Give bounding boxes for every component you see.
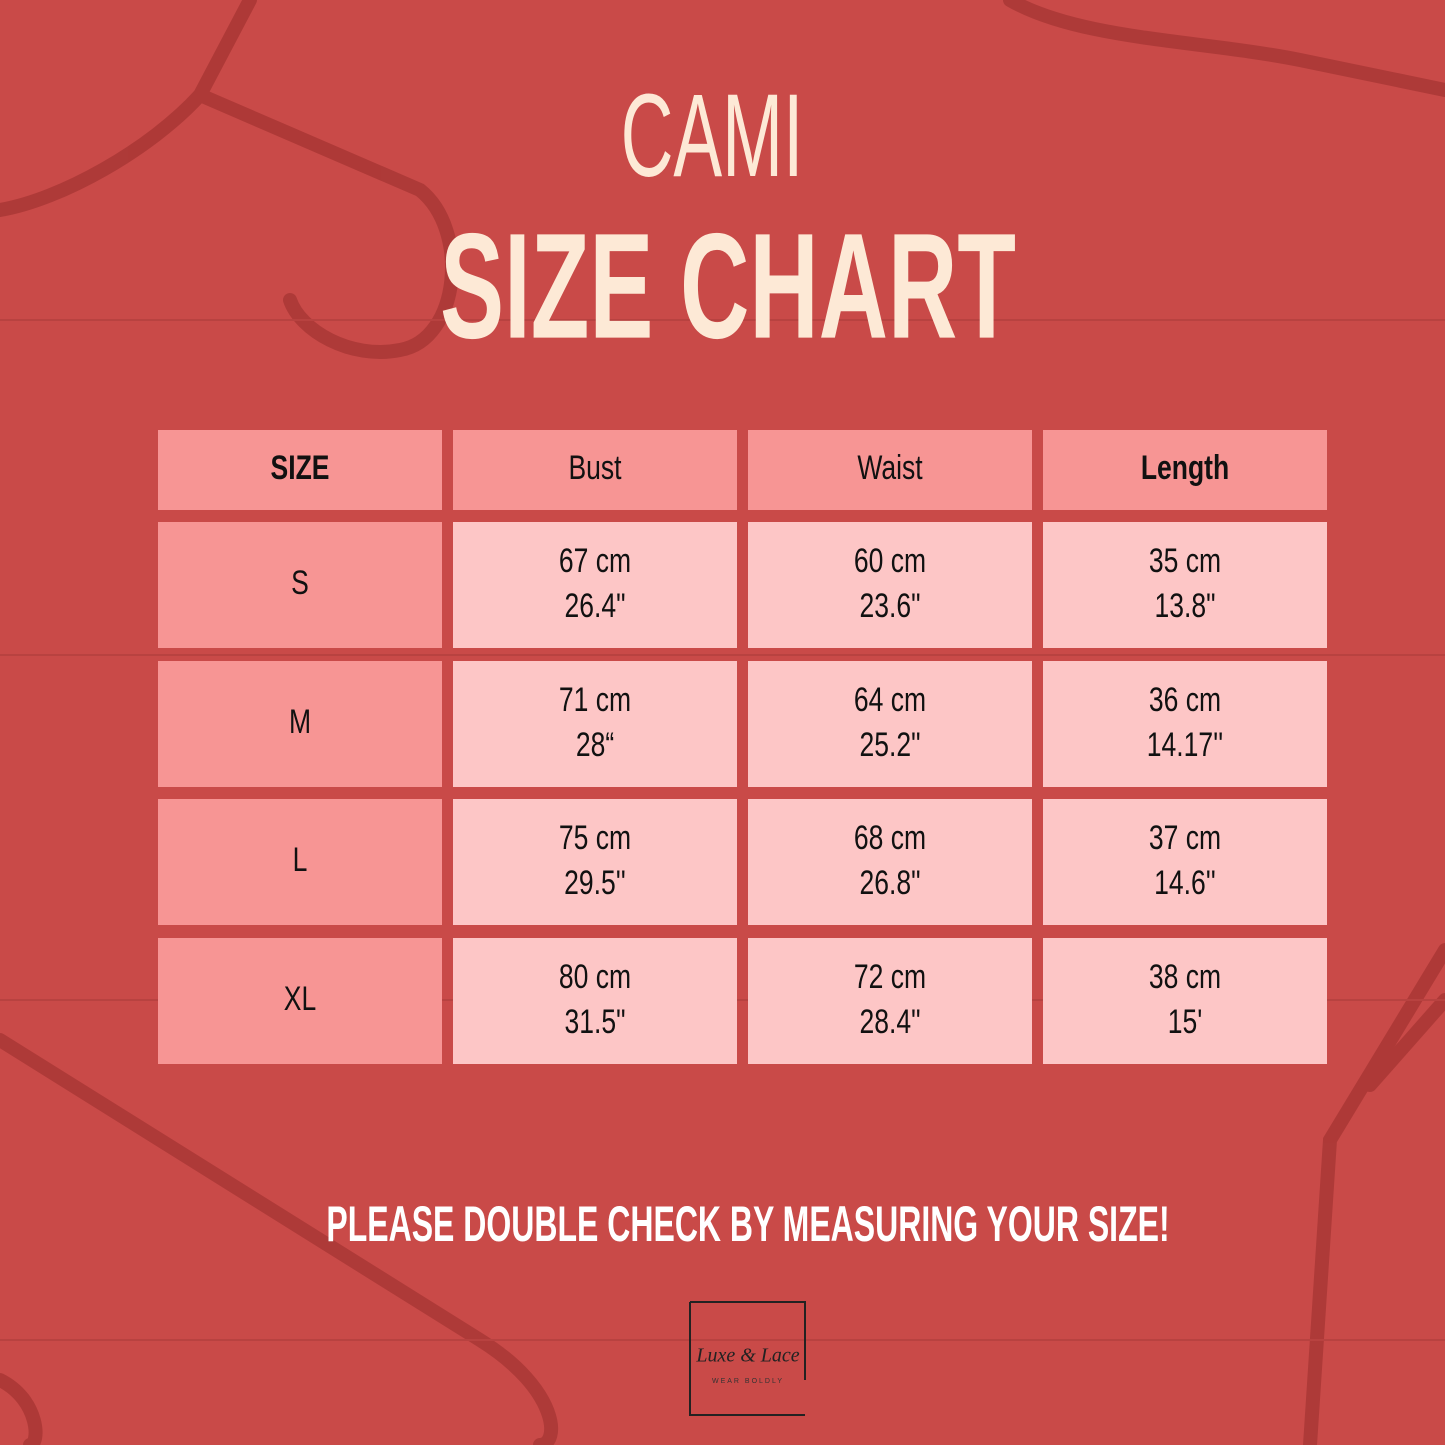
cell-imperial-wrap: 14.6'' — [1154, 864, 1216, 902]
cell-metric-wrap: 64 cm — [854, 681, 926, 719]
column-header: Bust — [568, 449, 622, 487]
header-cell — [748, 430, 1032, 510]
cell-imperial: 26.8" — [859, 864, 920, 902]
header-cell — [1043, 430, 1327, 510]
column-header: Length — [1141, 449, 1229, 487]
size-label-wrap: XL — [284, 980, 316, 1018]
value-cell — [748, 522, 1032, 648]
cell-imperial-wrap: 26.8" — [859, 864, 920, 902]
cell-imperial-wrap: 26.4" — [564, 587, 625, 625]
column-header-wrap: Length — [1141, 449, 1229, 487]
cell-imperial: 31.5" — [564, 1003, 625, 1041]
footer-note-wrap: PLEASE DOUBLE CHECK BY MEASURING YOUR SI… — [326, 1196, 1169, 1252]
value-cell — [748, 661, 1032, 787]
value-cell — [1043, 522, 1327, 648]
logo-name: Luxe & Lace — [695, 1345, 799, 1367]
size-cell — [158, 938, 442, 1064]
size-label-wrap: L — [293, 841, 308, 879]
cell-imperial-wrap: 25.2" — [859, 726, 920, 764]
size-label-wrap: S — [291, 564, 309, 602]
cell-metric-wrap: 60 cm — [854, 542, 926, 580]
cell-metric-wrap: 80 cm — [559, 958, 631, 996]
header-cell — [453, 430, 737, 510]
cell-metric-wrap: 68 cm — [854, 819, 926, 857]
cell-metric: 75 cm — [559, 819, 631, 857]
title: CAMI — [621, 69, 804, 201]
size-label: S — [291, 564, 309, 602]
cell-imperial: 25.2" — [859, 726, 920, 764]
value-cell — [453, 799, 737, 925]
cell-imperial-wrap: 28.4" — [859, 1003, 920, 1041]
cell-metric: 67 cm — [559, 542, 631, 580]
cell-metric: 38 cm — [1149, 958, 1221, 996]
subtitle-wrap: SIZE CHART — [440, 202, 1016, 370]
cell-imperial: 13.8" — [1154, 587, 1215, 625]
cell-imperial-wrap: 13.8" — [1154, 587, 1215, 625]
cell-imperial-wrap: 23.6" — [859, 587, 920, 625]
cell-metric: 37 cm — [1149, 819, 1221, 857]
title-wrap: CAMI — [621, 69, 804, 201]
cell-metric: 64 cm — [854, 681, 926, 719]
cell-imperial-wrap: 31.5" — [564, 1003, 625, 1041]
size-cell — [158, 799, 442, 925]
cell-metric: 80 cm — [559, 958, 631, 996]
value-cell — [748, 938, 1032, 1064]
cell-metric: 36 cm — [1149, 681, 1221, 719]
value-cell — [453, 661, 737, 787]
size-cell — [158, 522, 442, 648]
cell-imperial: 14.17'' — [1147, 726, 1223, 764]
cell-metric: 60 cm — [854, 542, 926, 580]
value-cell — [453, 522, 737, 648]
size-label: XL — [284, 980, 316, 1018]
cell-imperial: 23.6" — [859, 587, 920, 625]
subtitle: SIZE CHART — [440, 202, 1016, 370]
cell-imperial: 15' — [1168, 1003, 1203, 1041]
value-cell — [1043, 799, 1327, 925]
column-header-wrap: Waist — [857, 449, 923, 487]
cell-metric: 71 cm — [559, 681, 631, 719]
cell-metric-wrap: 38 cm — [1149, 958, 1221, 996]
cell-imperial-wrap: 28“ — [576, 726, 614, 764]
value-cell — [453, 938, 737, 1064]
cell-imperial: 28“ — [576, 726, 614, 764]
header-cell — [158, 430, 442, 510]
cell-metric: 72 cm — [854, 958, 926, 996]
size-cell — [158, 661, 442, 787]
cell-metric-wrap: 35 cm — [1149, 542, 1221, 580]
cell-metric: 68 cm — [854, 819, 926, 857]
size-label-wrap: M — [289, 703, 311, 741]
logo: Luxe & Lace WEAR BOLDLY — [689, 1301, 806, 1416]
column-header-wrap: Bust — [568, 449, 622, 487]
cell-imperial: 28.4" — [859, 1003, 920, 1041]
cell-metric-wrap: 67 cm — [559, 542, 631, 580]
column-header-wrap: SIZE — [271, 449, 330, 487]
size-label: M — [289, 703, 311, 741]
cell-imperial: 14.6'' — [1154, 864, 1216, 902]
column-header: Waist — [857, 449, 923, 487]
footer-note: PLEASE DOUBLE CHECK BY MEASURING YOUR SI… — [326, 1196, 1169, 1252]
cell-imperial-wrap: 29.5'' — [564, 864, 626, 902]
cell-metric-wrap: 72 cm — [854, 958, 926, 996]
cell-metric-wrap: 37 cm — [1149, 819, 1221, 857]
cell-imperial-wrap: 14.17'' — [1147, 726, 1223, 764]
cell-metric-wrap: 71 cm — [559, 681, 631, 719]
cell-metric-wrap: 75 cm — [559, 819, 631, 857]
cell-metric: 35 cm — [1149, 542, 1221, 580]
cell-imperial-wrap: 15' — [1168, 1003, 1203, 1041]
size-label: L — [293, 841, 308, 879]
value-cell — [1043, 938, 1327, 1064]
column-header: SIZE — [271, 449, 330, 487]
cell-metric-wrap: 36 cm — [1149, 681, 1221, 719]
cell-imperial: 29.5'' — [564, 864, 626, 902]
value-cell — [1043, 661, 1327, 787]
logo-tagline: WEAR BOLDLY — [712, 1378, 784, 1385]
value-cell — [748, 799, 1032, 925]
cell-imperial: 26.4" — [564, 587, 625, 625]
